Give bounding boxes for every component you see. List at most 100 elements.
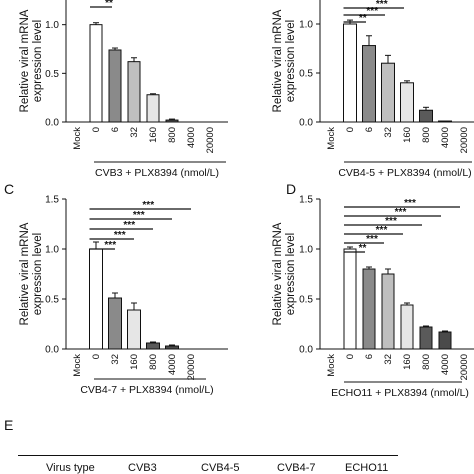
category-label-20000: 20000 bbox=[459, 354, 470, 380]
category-label-Mock: Mock bbox=[72, 354, 83, 377]
significance-label: *** bbox=[376, 225, 388, 236]
category-label-800: 800 bbox=[421, 354, 432, 370]
y-tick-label: 1.0 bbox=[299, 20, 313, 31]
y-tick-label: 1.0 bbox=[45, 245, 59, 256]
significance-label: *** bbox=[376, 0, 388, 10]
category-label-0: 0 bbox=[345, 127, 356, 132]
bar-800 bbox=[419, 326, 433, 350]
y-tick-label: 0.5 bbox=[45, 69, 59, 80]
panel-letter-C: C bbox=[4, 181, 14, 197]
category-label-800: 800 bbox=[148, 354, 159, 370]
table-header-virus-type: Virus type bbox=[46, 462, 95, 474]
significance-label: *** bbox=[366, 234, 378, 245]
significance-label: *** bbox=[123, 220, 135, 231]
significance-label: ** bbox=[359, 243, 367, 254]
category-label-160: 160 bbox=[402, 354, 413, 370]
y-axis-label: expression level bbox=[32, 20, 44, 102]
category-label-6: 6 bbox=[364, 354, 375, 359]
bar-32 bbox=[108, 297, 122, 350]
y-tick-label: 0.5 bbox=[45, 295, 59, 306]
y-axis-label: Relative viral mRNA bbox=[19, 9, 31, 112]
category-label-160: 160 bbox=[148, 127, 159, 143]
category-label-160: 160 bbox=[129, 354, 140, 370]
bar-800 bbox=[146, 342, 160, 350]
y-tick-label: 1.0 bbox=[299, 245, 313, 256]
category-label-6: 6 bbox=[110, 127, 121, 132]
category-label-6: 6 bbox=[364, 127, 375, 132]
panel-letter-E: E bbox=[4, 417, 13, 433]
significance-label: ** bbox=[359, 13, 367, 24]
bar-6 bbox=[362, 45, 376, 123]
y-axis-label: expression level bbox=[285, 20, 297, 102]
category-label-Mock: Mock bbox=[326, 127, 337, 150]
category-label-20000: 20000 bbox=[186, 354, 197, 380]
y-tick-label: 0.5 bbox=[299, 295, 313, 306]
y-axis-label: Relative viral mRNA bbox=[19, 222, 31, 325]
category-label-4000: 4000 bbox=[440, 354, 451, 375]
x-axis-label: CVB4-7 + PLX8394 (nmol/L) bbox=[80, 384, 213, 396]
table-header-cvb4-7: CVB4-7 bbox=[277, 462, 316, 474]
y-tick-label: 0.0 bbox=[45, 345, 59, 356]
bar-160 bbox=[400, 82, 414, 123]
bar-32 bbox=[381, 62, 395, 123]
y-tick-label: 0.0 bbox=[299, 345, 313, 356]
category-label-4000: 4000 bbox=[167, 354, 178, 375]
table-header-cvb3: CVB3 bbox=[128, 462, 157, 474]
table-header-echo11: ECHO11 bbox=[345, 462, 389, 474]
bar-6 bbox=[362, 268, 376, 350]
category-label-20000: 20000 bbox=[459, 127, 470, 153]
bar-0 bbox=[343, 23, 357, 123]
bar-6 bbox=[108, 49, 122, 123]
bar-800 bbox=[419, 109, 433, 123]
category-label-32: 32 bbox=[129, 127, 140, 138]
category-label-0: 0 bbox=[345, 354, 356, 359]
table-header-cvb4-5: CVB4-5 bbox=[201, 462, 240, 474]
category-label-32: 32 bbox=[383, 354, 394, 365]
x-axis-label: CVB3 + PLX8394 (nmol/L) bbox=[95, 167, 219, 179]
panel-letter-D: D bbox=[286, 181, 296, 197]
category-label-800: 800 bbox=[421, 127, 432, 143]
significance-label: *** bbox=[114, 230, 126, 241]
bar-0 bbox=[89, 248, 103, 350]
significance-label: *** bbox=[133, 210, 145, 221]
category-label-4000: 4000 bbox=[186, 127, 197, 148]
significance-label: *** bbox=[395, 207, 407, 218]
bar-160 bbox=[400, 304, 414, 350]
y-tick-label: 1.5 bbox=[45, 195, 59, 206]
category-label-Mock: Mock bbox=[326, 354, 337, 377]
category-label-0: 0 bbox=[91, 127, 102, 132]
category-label-0: 0 bbox=[91, 354, 102, 359]
bar-0 bbox=[343, 248, 357, 350]
y-axis-label: expression level bbox=[285, 233, 297, 315]
y-axis-label: Relative viral mRNA bbox=[272, 222, 284, 325]
y-tick-label: 0.5 bbox=[299, 69, 313, 80]
category-label-32: 32 bbox=[110, 354, 121, 365]
category-label-Mock: Mock bbox=[72, 127, 83, 150]
bar-0 bbox=[89, 24, 103, 123]
category-label-800: 800 bbox=[167, 127, 178, 143]
bar-160 bbox=[127, 309, 141, 350]
bar-4000 bbox=[438, 331, 452, 350]
bar-160 bbox=[146, 94, 160, 123]
table-top-rule bbox=[18, 455, 398, 456]
y-tick-label: 0.0 bbox=[299, 118, 313, 129]
significance-label: ** bbox=[105, 0, 113, 9]
y-axis-label: expression level bbox=[32, 233, 44, 315]
significance-label: *** bbox=[142, 200, 154, 211]
y-tick-label: 0.0 bbox=[45, 118, 59, 129]
category-label-32: 32 bbox=[383, 127, 394, 138]
category-label-160: 160 bbox=[402, 127, 413, 143]
significance-label: *** bbox=[385, 216, 397, 227]
significance-label: *** bbox=[404, 198, 416, 209]
bar-32 bbox=[127, 61, 141, 123]
y-axis-label: Relative viral mRNA bbox=[272, 9, 284, 112]
x-axis-label: ECHO11 + PLX8394 (nmol/L) bbox=[331, 387, 469, 399]
significance-label: *** bbox=[366, 6, 378, 17]
category-label-20000: 20000 bbox=[205, 127, 216, 153]
category-label-4000: 4000 bbox=[440, 127, 451, 148]
bar-32 bbox=[381, 273, 395, 350]
y-tick-label: 1.5 bbox=[299, 195, 313, 206]
y-tick-label: 1.0 bbox=[45, 20, 59, 31]
x-axis-label: CVB4-5 + PLX8394 (nmol/L) bbox=[338, 167, 471, 179]
